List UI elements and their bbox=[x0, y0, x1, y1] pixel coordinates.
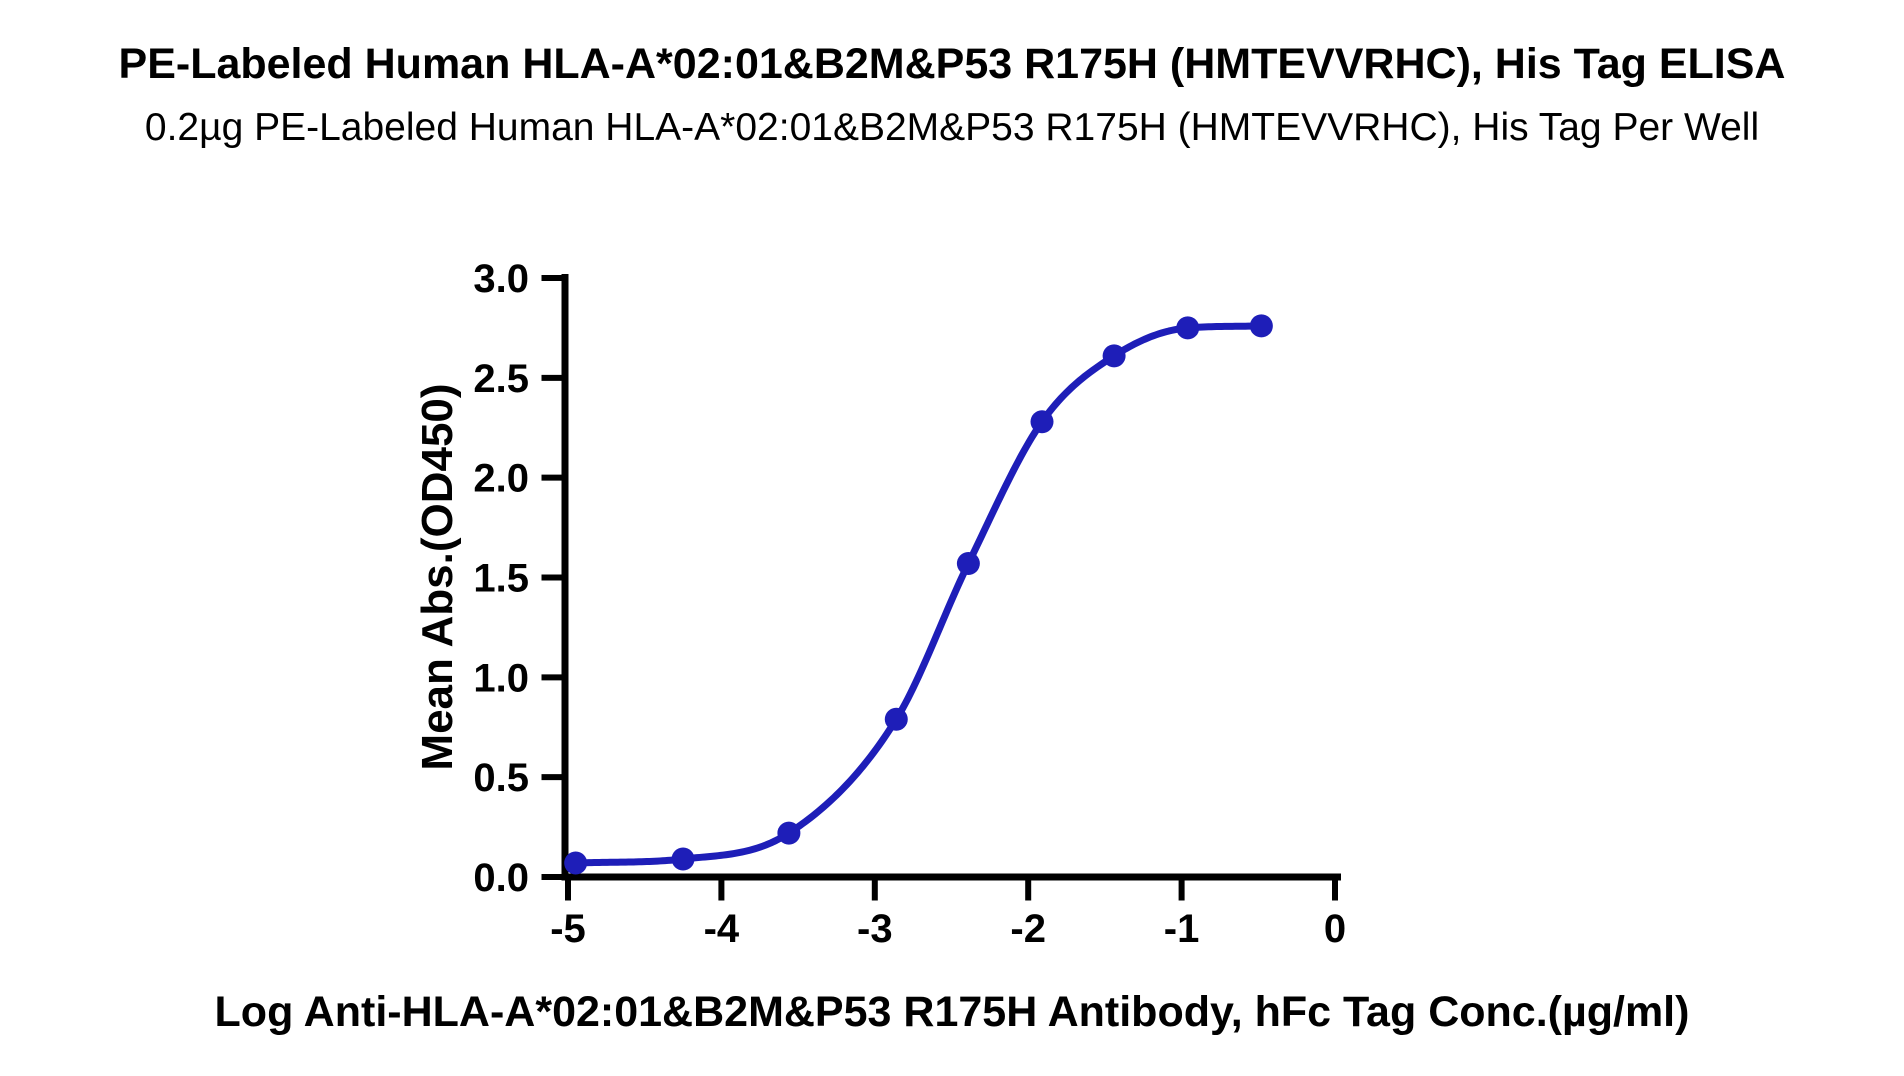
data-point bbox=[884, 707, 908, 731]
data-point bbox=[1102, 344, 1126, 368]
x-tick-label: 0 bbox=[1324, 907, 1346, 951]
y-tick-label: 1.0 bbox=[473, 656, 529, 700]
dose-response-curve bbox=[572, 322, 1265, 867]
chart-title: PE-Labeled Human HLA-A*02:01&B2M&P53 R17… bbox=[118, 40, 1786, 88]
data-point bbox=[777, 821, 801, 845]
data-point bbox=[1030, 410, 1054, 434]
data-point bbox=[1176, 316, 1200, 340]
chart-subtitle: 0.2µg PE-Labeled Human HLA-A*02:01&B2M&P… bbox=[144, 106, 1760, 149]
data-point bbox=[956, 552, 980, 576]
y-tick-label: 1.5 bbox=[473, 557, 529, 601]
y-tick-label: 0.5 bbox=[473, 756, 529, 800]
data-point bbox=[1249, 314, 1273, 338]
data-point bbox=[671, 847, 695, 871]
x-tick-label: -2 bbox=[1010, 907, 1046, 951]
x-tick-label: -1 bbox=[1164, 907, 1200, 951]
x-axis-label: Log Anti-HLA-A*02:01&B2M&P53 R175H Antib… bbox=[214, 988, 1690, 1036]
y-tick-label: 3.0 bbox=[473, 257, 529, 301]
data-point bbox=[564, 851, 588, 875]
x-tick-label: -5 bbox=[550, 907, 586, 951]
x-tick-label: -4 bbox=[704, 907, 740, 951]
y-tick-label: 2.5 bbox=[473, 357, 529, 401]
x-tick-label: -3 bbox=[857, 907, 893, 951]
y-tick-label: 0.0 bbox=[473, 856, 529, 900]
y-tick-label: 2.0 bbox=[473, 457, 529, 501]
